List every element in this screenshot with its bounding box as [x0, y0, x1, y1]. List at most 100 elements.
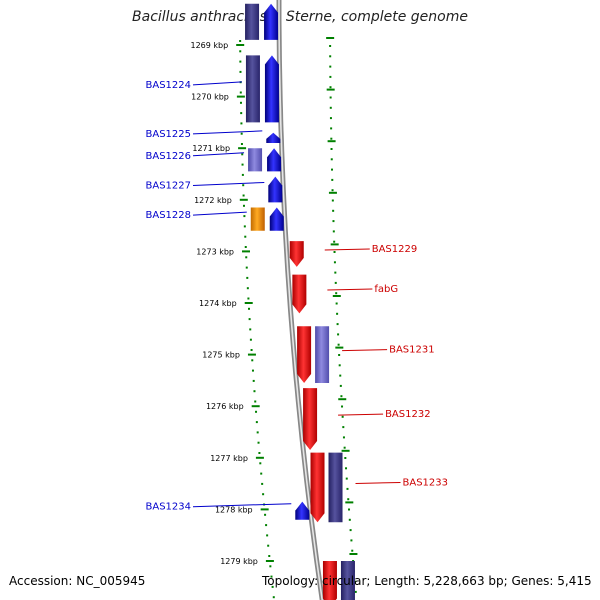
gene-leader-line: [338, 413, 384, 416]
gene-label[interactable]: BAS1225: [146, 129, 192, 140]
gene-leader-line: [324, 248, 370, 251]
guide-dot-left: [266, 534, 269, 537]
gene-label[interactable]: BAS1226: [146, 151, 192, 162]
scale-tick-label: 1272 kbp: [194, 196, 232, 205]
guide-dot-right: [346, 487, 349, 490]
gene-feature[interactable]: [322, 561, 337, 600]
gene-leader-line: [355, 481, 401, 484]
guide-dot-left: [240, 143, 243, 145]
gene-leader-line: [192, 211, 247, 216]
guide-dot-left: [246, 287, 249, 290]
gene-feature[interactable]: [264, 55, 279, 123]
gene-label[interactable]: BAS1229: [372, 244, 418, 255]
gene-feature[interactable]: [315, 326, 330, 383]
gene-feature[interactable]: [267, 148, 282, 172]
gene-leader-line: [192, 130, 263, 135]
guide-dot-right: [348, 518, 351, 521]
gene-label[interactable]: BAS1233: [403, 477, 449, 488]
guide-dot-left: [242, 204, 245, 207]
guide-dot-left: [243, 225, 246, 228]
guide-dot-right: [341, 405, 344, 408]
guide-dot-left: [264, 513, 267, 516]
gene-leader-line: [192, 152, 245, 157]
guide-dot-right: [331, 199, 334, 202]
gene-label[interactable]: BAS1232: [385, 409, 431, 420]
guide-dot-left: [251, 369, 254, 372]
gene-leader-line: [192, 503, 292, 508]
scale-tick-label: 1271 kbp: [192, 144, 230, 153]
guide-dot-left: [242, 184, 245, 187]
guide-dot-right: [337, 333, 340, 336]
guide-dot-right: [351, 549, 354, 552]
gene-label[interactable]: BAS1231: [389, 345, 435, 356]
guide-dot-right: [338, 364, 341, 367]
gene-bas1231[interactable]: [297, 326, 312, 383]
guide-dot-right: [332, 220, 335, 223]
guide-dot-left: [252, 379, 255, 382]
gene-bas1234[interactable]: [295, 501, 310, 520]
scale-tick-label: 1270 kbp: [191, 93, 229, 102]
guide-dot-right: [332, 209, 335, 212]
guide-dot-left: [241, 163, 244, 166]
guide-dot-right: [329, 55, 332, 58]
guide-dot-left: [245, 256, 248, 259]
guide-dot-right: [331, 168, 334, 171]
guide-dot-left: [242, 194, 245, 197]
guide-dot-right: [342, 426, 345, 429]
gene-bas1229[interactable]: [289, 241, 304, 267]
accession-label: Accession: NC_005945: [9, 574, 146, 588]
guide-dot-left: [240, 132, 243, 135]
gene-leader-line: [327, 288, 373, 291]
guide-dot-left: [270, 575, 273, 578]
guide-dot-right: [329, 65, 332, 68]
gene-bas1224[interactable]: [245, 55, 260, 123]
gene-bas1232[interactable]: [303, 388, 318, 451]
guide-dot-right: [347, 498, 350, 501]
guide-dot-right: [354, 590, 357, 593]
gene-label[interactable]: BAS1234: [146, 502, 192, 513]
guide-dot-right: [329, 96, 332, 99]
guide-dot-right: [332, 230, 335, 233]
gene-label[interactable]: BAS1228: [146, 210, 192, 221]
gene-bas1226[interactable]: [248, 148, 263, 172]
gene-feature[interactable]: [264, 3, 279, 40]
guide-dot-left: [256, 431, 259, 434]
guide-dot-right: [342, 436, 345, 439]
scale-tick-label: 1274 kbp: [199, 299, 237, 308]
gene-feature[interactable]: [269, 207, 284, 231]
guide-dot-left: [244, 246, 247, 248]
guide-dot-left: [254, 400, 257, 403]
guide-dot-right: [329, 117, 332, 120]
guide-dot-left: [265, 524, 268, 527]
guide-dot-right: [330, 127, 333, 130]
guide-dot-left: [239, 101, 242, 104]
gene-bas1228[interactable]: [250, 207, 265, 231]
guide-dot-right: [331, 189, 334, 192]
gene-feature[interactable]: [245, 3, 260, 40]
guide-dot-left: [243, 215, 246, 218]
guide-dot-right: [335, 292, 338, 295]
guide-dot-right: [340, 395, 343, 398]
gene-feature[interactable]: [328, 452, 343, 523]
gene-bas1225[interactable]: [266, 132, 281, 144]
scale-tick-label: 1269 kbp: [190, 41, 228, 50]
guide-dot-left: [244, 235, 247, 238]
guide-dot-right: [334, 271, 337, 274]
guide-dot-left: [261, 482, 264, 485]
gene-bas1233[interactable]: [310, 452, 325, 523]
guide-dot-left: [245, 266, 248, 269]
genome-title: Bacillus anthracis str. Sterne, complete…: [132, 9, 468, 25]
gene-leader-line: [192, 81, 242, 86]
gene-fabg[interactable]: [292, 274, 307, 314]
gene-label[interactable]: fabG: [374, 284, 398, 295]
gene-bas1227[interactable]: [268, 176, 283, 203]
guide-dot-left: [241, 153, 244, 156]
guide-dot-left: [268, 555, 271, 557]
gene-label[interactable]: BAS1227: [146, 180, 192, 191]
guide-dot-right: [331, 178, 334, 181]
guide-dot-left: [248, 307, 251, 310]
scale-tick-label: 1279 kbp: [220, 557, 258, 566]
gene-feature[interactable]: [340, 561, 355, 600]
gene-label[interactable]: BAS1224: [146, 80, 192, 91]
guide-dot-left: [239, 50, 242, 53]
